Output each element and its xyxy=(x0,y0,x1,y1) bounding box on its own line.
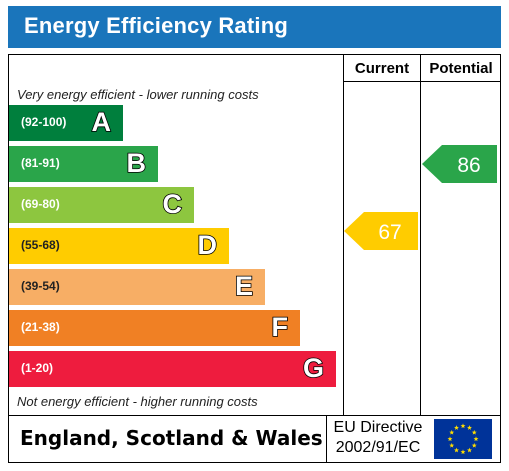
eu-star-icon xyxy=(473,436,479,442)
rating-band-g: (1-20) G xyxy=(9,351,336,387)
band-range-label: (92-100) xyxy=(21,115,67,129)
footer-divider xyxy=(326,415,327,463)
footer-country: England, Scotland & Wales xyxy=(20,426,323,450)
column-header-potential: Potential xyxy=(429,60,493,77)
eu-star-icon xyxy=(449,429,455,435)
note-efficient: Very energy efficient - lower running co… xyxy=(17,87,259,102)
band-range-label: (1-20) xyxy=(21,361,54,375)
potential-rating-value: 86 xyxy=(457,154,480,177)
eu-star-icon xyxy=(467,447,472,453)
column-divider-potential xyxy=(420,54,421,416)
band-range-label: (39-54) xyxy=(21,279,60,293)
note-inefficient: Not energy efficient - higher running co… xyxy=(17,394,258,409)
band-range-label: (21-38) xyxy=(21,320,60,334)
eu-star-icon xyxy=(460,449,466,455)
band-letter: F xyxy=(271,311,289,343)
eu-star-icon xyxy=(447,436,453,442)
column-divider-current xyxy=(343,54,344,416)
chart-title: Energy Efficiency Rating xyxy=(24,13,288,38)
current-rating-arrow: 67 xyxy=(344,212,418,250)
eu-star-icon xyxy=(471,429,477,435)
band-letter: D xyxy=(197,229,218,261)
rating-band-c: (69-80) C xyxy=(9,187,194,223)
eu-star-icon xyxy=(471,442,477,448)
rating-band-f: (21-38) F xyxy=(9,310,300,346)
band-range-label: (81-91) xyxy=(21,156,60,170)
rating-band-e: (39-54) E xyxy=(9,269,265,305)
band-range-label: (55-68) xyxy=(21,238,60,252)
footer-box xyxy=(8,415,501,463)
rating-band-a: (92-100) A xyxy=(9,105,123,141)
eu-directive-line1: EU Directive xyxy=(333,419,423,436)
band-letter: B xyxy=(126,147,147,179)
eu-star-icon xyxy=(449,442,455,448)
potential-rating-arrow: 86 xyxy=(422,145,497,183)
band-letter: G xyxy=(302,352,325,384)
title-bar xyxy=(8,6,501,48)
eu-star-icon xyxy=(454,425,459,430)
current-rating-value: 67 xyxy=(378,221,401,244)
band-range-label: (69-80) xyxy=(21,197,60,211)
band-letter: A xyxy=(91,106,112,138)
header-divider xyxy=(343,81,501,82)
eu-flag-icon xyxy=(434,419,492,459)
eu-directive-line2: 2002/91/EC xyxy=(335,439,421,456)
eu-star-icon xyxy=(460,423,466,429)
eu-star-icon xyxy=(467,425,472,430)
eu-star-icon xyxy=(454,447,459,453)
band-letter: E xyxy=(234,270,254,302)
rating-band-b: (81-91) B xyxy=(9,146,158,182)
column-header-current: Current xyxy=(354,60,410,77)
band-letter: C xyxy=(162,188,183,220)
rating-band-d: (55-68) D xyxy=(9,228,229,264)
